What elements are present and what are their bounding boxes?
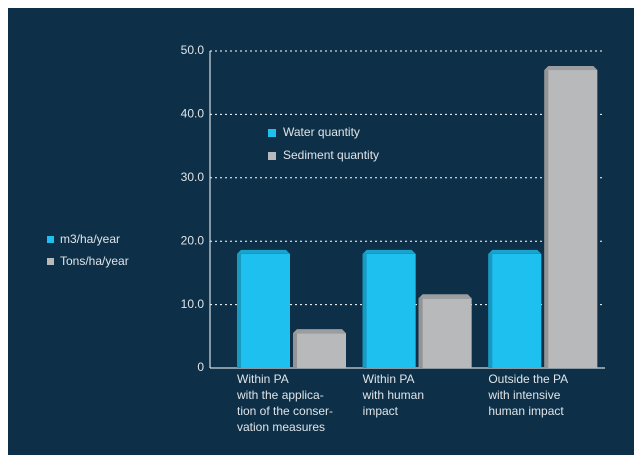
y-tick-label: 50.0 <box>181 43 205 57</box>
legend-swatch <box>47 258 54 265</box>
panel <box>8 8 634 455</box>
bar <box>293 329 346 368</box>
bar-side <box>293 333 297 368</box>
legend-unit: m3/ha/year <box>60 232 120 246</box>
x-tick-label: Outside the PA with intensive human impact <box>487 372 568 418</box>
bar-side <box>237 253 241 368</box>
legend-unit: Tons/ha/year <box>60 254 129 268</box>
y-tick-label: 30.0 <box>181 170 205 184</box>
bar <box>237 249 290 368</box>
bar <box>488 249 542 368</box>
x-tick-label: Within PA with the applica-tion of the co… <box>236 372 333 434</box>
bar <box>362 249 416 368</box>
bar-top <box>544 66 598 71</box>
legend-swatch <box>268 152 276 160</box>
bar-face <box>237 253 290 368</box>
legend-swatch <box>47 236 54 243</box>
y-tick-label: 40.0 <box>181 107 205 121</box>
bar-face <box>293 333 346 368</box>
bar-top <box>293 329 346 334</box>
bar-side <box>362 253 367 368</box>
bar-top <box>418 294 472 299</box>
bar-side <box>544 70 549 369</box>
y-tick-label: 20.0 <box>181 233 205 247</box>
bar-side <box>418 298 423 368</box>
y-tick-label: 0 <box>197 360 204 374</box>
x-tick-label: Within PA with human impact <box>362 372 424 418</box>
y-tick-label: 10.0 <box>181 297 205 311</box>
bar <box>544 66 598 369</box>
bar-face <box>418 298 472 368</box>
bar-face <box>488 253 542 368</box>
bar-top <box>362 249 416 254</box>
bar-face <box>544 70 598 369</box>
bar-face <box>362 253 416 368</box>
legend-swatch <box>268 129 276 137</box>
bar <box>418 294 472 368</box>
bar-top <box>237 249 290 254</box>
bar-side <box>488 253 493 368</box>
legend-label: Sediment quantity <box>283 148 379 162</box>
bar-top <box>488 249 542 254</box>
legend-label: Water quantity <box>283 125 360 139</box>
